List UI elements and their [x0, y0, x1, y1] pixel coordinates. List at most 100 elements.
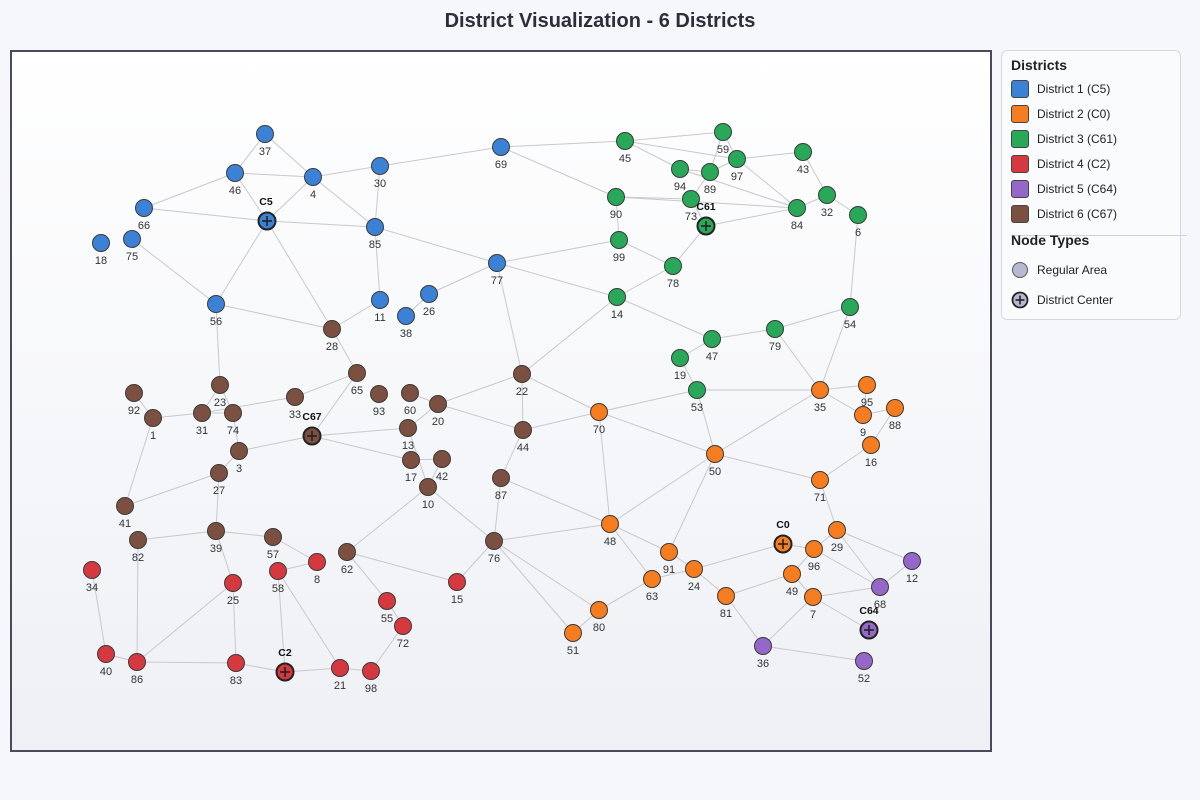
node-31[interactable]: 31: [193, 404, 211, 438]
node-circle[interactable]: [841, 298, 859, 316]
node-circle[interactable]: [83, 561, 101, 579]
node-circle[interactable]: [226, 164, 244, 182]
node-circle[interactable]: [862, 436, 880, 454]
district-center-C2[interactable]: C2: [275, 647, 295, 682]
node-circle[interactable]: [728, 150, 746, 168]
district-center-C61[interactable]: C61: [696, 201, 716, 236]
node-70[interactable]: 70: [590, 403, 608, 437]
node-circle[interactable]: [849, 206, 867, 224]
node-91[interactable]: 91: [660, 543, 678, 577]
node-circle[interactable]: [811, 471, 829, 489]
node-circle[interactable]: [399, 419, 417, 437]
node-19[interactable]: 19: [671, 349, 689, 383]
node-circle[interactable]: [394, 617, 412, 635]
node-circle[interactable]: [608, 288, 626, 306]
node-circle[interactable]: [402, 451, 420, 469]
node-59[interactable]: 59: [714, 123, 732, 157]
node-circle[interactable]: [92, 234, 110, 252]
node-34[interactable]: 34: [83, 561, 101, 595]
node-circle[interactable]: [366, 218, 384, 236]
node-circle[interactable]: [794, 143, 812, 161]
node-circle[interactable]: [227, 654, 245, 672]
node-circle[interactable]: [125, 384, 143, 402]
node-circle[interactable]: [331, 659, 349, 677]
node-63[interactable]: 63: [643, 570, 661, 604]
node-circle[interactable]: [671, 349, 689, 367]
node-circle[interactable]: [805, 540, 823, 558]
node-68[interactable]: 68: [871, 578, 889, 612]
node-circle[interactable]: [211, 376, 229, 394]
node-circle[interactable]: [564, 624, 582, 642]
node-circle[interactable]: [210, 464, 228, 482]
node-circle[interactable]: [308, 553, 326, 571]
district-center-C67[interactable]: C67: [302, 411, 322, 446]
node-49[interactable]: 49: [783, 565, 801, 599]
node-circle[interactable]: [701, 163, 719, 181]
node-circle[interactable]: [855, 652, 873, 670]
node-circle[interactable]: [610, 231, 628, 249]
node-circle[interactable]: [682, 190, 700, 208]
node-95[interactable]: 95: [858, 376, 876, 410]
node-circle[interactable]: [371, 291, 389, 309]
node-53[interactable]: 53: [688, 381, 706, 415]
node-79[interactable]: 79: [766, 320, 784, 354]
node-8[interactable]: 8: [308, 553, 326, 587]
node-circle[interactable]: [601, 515, 619, 533]
node-circle[interactable]: [488, 254, 506, 272]
node-84[interactable]: 84: [788, 199, 806, 233]
node-65[interactable]: 65: [348, 364, 366, 398]
node-48[interactable]: 48: [601, 515, 619, 549]
node-73[interactable]: 73: [682, 190, 700, 224]
node-27[interactable]: 27: [210, 464, 228, 498]
node-75[interactable]: 75: [123, 230, 141, 264]
node-77[interactable]: 77: [488, 254, 506, 288]
node-40[interactable]: 40: [97, 645, 115, 679]
node-circle[interactable]: [448, 573, 466, 591]
node-47[interactable]: 47: [703, 330, 721, 364]
node-circle[interactable]: [754, 637, 772, 655]
node-circle[interactable]: [348, 364, 366, 382]
node-39[interactable]: 39: [207, 522, 225, 556]
district-center-C64[interactable]: C64: [859, 605, 879, 640]
node-17[interactable]: 17: [402, 451, 420, 485]
node-6[interactable]: 6: [849, 206, 867, 240]
node-93[interactable]: 93: [370, 385, 388, 419]
node-circle[interactable]: [207, 522, 225, 540]
node-circle[interactable]: [304, 168, 322, 186]
node-94[interactable]: 94: [671, 160, 689, 194]
node-circle[interactable]: [818, 186, 836, 204]
node-circle[interactable]: [788, 199, 806, 217]
node-26[interactable]: 26: [420, 285, 438, 319]
node-78[interactable]: 78: [664, 257, 682, 291]
node-37[interactable]: 37: [256, 125, 274, 159]
node-circle[interactable]: [783, 565, 801, 583]
node-circle[interactable]: [224, 404, 242, 422]
node-29[interactable]: 29: [828, 521, 846, 555]
node-circle[interactable]: [323, 320, 341, 338]
node-23[interactable]: 23: [211, 376, 229, 410]
district-center-C0[interactable]: C0: [773, 519, 793, 554]
node-57[interactable]: 57: [264, 528, 282, 562]
node-circle[interactable]: [485, 532, 503, 550]
node-18[interactable]: 18: [92, 234, 110, 268]
node-circle[interactable]: [128, 653, 146, 671]
node-circle[interactable]: [706, 445, 724, 463]
node-circle[interactable]: [397, 307, 415, 325]
node-circle[interactable]: [717, 587, 735, 605]
node-circle[interactable]: [703, 330, 721, 348]
node-35[interactable]: 35: [811, 381, 829, 415]
node-72[interactable]: 72: [394, 617, 412, 651]
node-circle[interactable]: [419, 478, 437, 496]
node-circle[interactable]: [97, 645, 115, 663]
node-88[interactable]: 88: [886, 399, 904, 433]
node-51[interactable]: 51: [564, 624, 582, 658]
node-81[interactable]: 81: [717, 587, 735, 621]
node-circle[interactable]: [429, 395, 447, 413]
node-circle[interactable]: [401, 384, 419, 402]
node-circle[interactable]: [135, 199, 153, 217]
node-46[interactable]: 46: [226, 164, 244, 198]
node-89[interactable]: 89: [701, 163, 719, 197]
node-38[interactable]: 38: [397, 307, 415, 341]
node-74[interactable]: 74: [224, 404, 242, 438]
node-circle[interactable]: [688, 381, 706, 399]
